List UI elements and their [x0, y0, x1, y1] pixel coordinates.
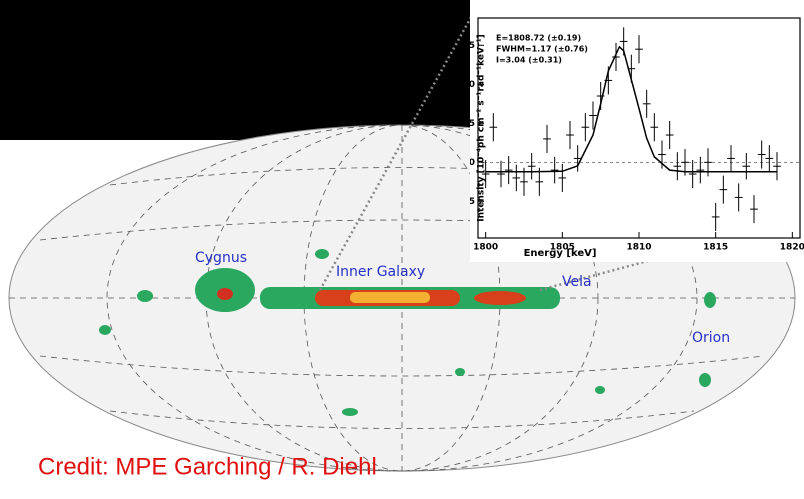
annotation: FWHM=1.17 (±0.76) — [496, 45, 588, 54]
y-tick-label: -0.5 — [470, 197, 475, 207]
y-tick-label: 0.0 — [470, 158, 475, 168]
map-label: Orion — [692, 330, 730, 346]
x-tick-label: 1820 — [780, 243, 804, 253]
annotation: E=1808.72 (±0.19) — [496, 34, 581, 43]
y-tick-label: 1.5 — [470, 41, 475, 51]
x-tick-label: 1800 — [473, 243, 498, 253]
y-tick-label: 0.5 — [470, 119, 475, 129]
map-label: Cygnus — [195, 250, 247, 266]
map-label: Vela — [562, 274, 592, 290]
map-label: Inner Galaxy — [336, 264, 425, 280]
x-tick-label: 1805 — [550, 243, 575, 253]
annotation: I=3.04 (±0.31) — [496, 56, 562, 65]
x-tick-label: 1810 — [626, 243, 651, 253]
page: Cygnus Inner Galaxy Vela Orion Credit: M… — [0, 0, 804, 499]
credit: Credit: MPE Garching / R. Diehl — [38, 453, 377, 480]
x-tick-label: 1815 — [703, 243, 728, 253]
spectrum-chart: Energy [keV] Intensity [10⁻⁴ph cm⁻² s⁻¹r… — [470, 0, 804, 262]
y-tick-label: 1.0 — [470, 80, 475, 90]
